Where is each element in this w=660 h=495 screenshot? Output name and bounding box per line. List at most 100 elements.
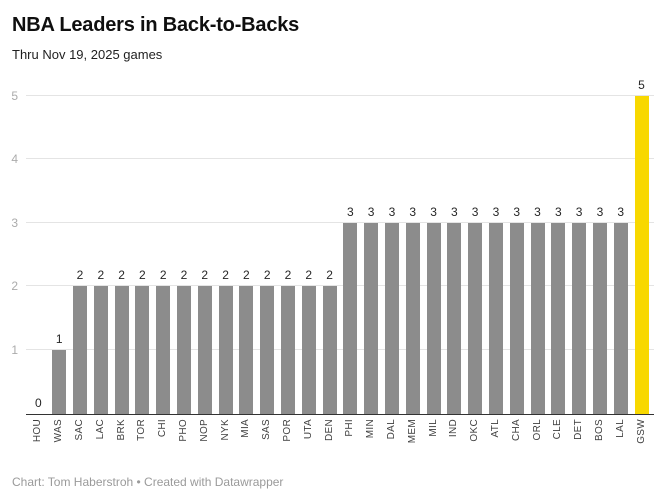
bar-column-min: 3	[361, 96, 382, 414]
bar-column-mia: 2	[236, 96, 257, 414]
bar-value-label: 2	[97, 268, 105, 283]
x-tick-lac: LAC	[90, 415, 111, 465]
x-tick-label: SAC	[73, 418, 85, 441]
bar-brk[interactable]	[114, 286, 129, 414]
bar-column-hou: 0	[28, 96, 49, 414]
x-tick-label: ORL	[531, 418, 543, 441]
bar-column-dal: 3	[382, 96, 403, 414]
x-tick-mia: MIA	[236, 415, 257, 465]
bar-phi[interactable]	[343, 222, 358, 414]
x-tick-mem: MEM	[402, 415, 423, 465]
bar-value-label: 3	[388, 204, 396, 219]
bar-column-por: 2	[278, 96, 299, 414]
bar-lac[interactable]	[93, 286, 108, 414]
bar-atl[interactable]	[488, 222, 503, 414]
bar-column-lal: 3	[610, 96, 631, 414]
x-tick-label: CHA	[510, 418, 522, 441]
bar-dal[interactable]	[384, 222, 399, 414]
bar-value-label: 2	[201, 268, 209, 283]
y-tick-label-3: 3	[11, 215, 18, 230]
bar-nyk[interactable]	[218, 286, 233, 414]
y-tick-label-1: 1	[11, 343, 18, 357]
x-tick-min: MIN	[361, 415, 382, 465]
x-tick-label: PHO	[177, 418, 189, 442]
bar-chi[interactable]	[156, 286, 171, 414]
bar-sas[interactable]	[260, 286, 275, 414]
x-tick-ind: IND	[444, 415, 465, 465]
bar-value-label: 3	[617, 204, 625, 219]
bar-value-label: 2	[284, 268, 292, 283]
x-tick-label: LAC	[94, 418, 106, 439]
bar-value-label: 3	[534, 204, 541, 219]
gridline-1	[26, 349, 654, 350]
x-tick-den: DEN	[319, 415, 340, 465]
x-tick-bos: BOS	[590, 415, 611, 465]
x-tick-mil: MIL	[423, 415, 444, 465]
bar-ind[interactable]	[447, 222, 462, 414]
x-tick-sac: SAC	[70, 415, 91, 465]
x-tick-atl: ATL	[486, 415, 507, 465]
bar-column-nyk: 2	[215, 96, 236, 414]
x-tick-label: TOR	[136, 418, 148, 441]
x-tick-label: ATL	[489, 418, 501, 438]
bar-column-ind: 3	[444, 96, 465, 414]
x-tick-cle: CLE	[548, 415, 569, 465]
gridline-5	[26, 94, 654, 96]
bar-value-label: 2	[118, 268, 125, 283]
bar-column-sac: 2	[70, 96, 91, 414]
bar-tor[interactable]	[135, 286, 150, 414]
chart-subtitle: Thru Nov 19, 2025 games	[12, 47, 163, 62]
x-tick-label: DAL	[385, 418, 397, 439]
bar-uta[interactable]	[301, 286, 316, 414]
x-tick-label: MIL	[427, 418, 439, 437]
x-tick-label: WAS	[53, 418, 65, 442]
y-tick-label-4: 4	[11, 152, 18, 167]
x-tick-lal: LAL	[610, 415, 631, 465]
bar-value-label: 5	[638, 77, 645, 92]
bar-column-lac: 2	[90, 96, 111, 414]
x-tick-label: LAL	[614, 418, 626, 438]
bar-gsw[interactable]	[634, 95, 649, 414]
x-tick-label: SAS	[261, 418, 273, 440]
bar-den[interactable]	[322, 286, 337, 414]
bar-column-chi: 2	[153, 96, 174, 414]
bar-mia[interactable]	[239, 286, 254, 414]
bar-nop[interactable]	[197, 286, 212, 414]
bar-lal[interactable]	[613, 222, 628, 414]
bar-pho[interactable]	[176, 286, 191, 414]
bar-column-atl: 3	[486, 96, 507, 414]
bar-mil[interactable]	[426, 222, 441, 414]
bar-was[interactable]	[52, 350, 67, 414]
bar-orl[interactable]	[530, 222, 545, 414]
bar-value-label: 3	[492, 204, 500, 219]
gridline-4	[26, 158, 654, 160]
x-tick-label: HOU	[32, 418, 44, 442]
x-tick-label: CHI	[157, 418, 169, 437]
y-tick-label-2: 2	[11, 279, 18, 294]
bar-value-label: 3	[596, 204, 604, 219]
x-tick-label: NYK	[219, 418, 231, 441]
bar-cle[interactable]	[551, 222, 566, 414]
bar-value-label: 3	[450, 204, 458, 219]
bar-mem[interactable]	[405, 222, 420, 414]
bar-det[interactable]	[572, 222, 587, 414]
x-tick-uta: UTA	[298, 415, 319, 465]
bar-cha[interactable]	[509, 222, 524, 414]
bar-okc[interactable]	[468, 222, 483, 414]
bar-bos[interactable]	[592, 222, 607, 414]
bar-value-label: 3	[409, 204, 417, 219]
bar-column-orl: 3	[527, 96, 548, 414]
bar-value-label: 3	[430, 204, 437, 219]
bar-value-label: 3	[347, 204, 354, 219]
chart-credit: Chart: Tom Haberstroh • Created with Dat…	[12, 474, 284, 489]
x-tick-por: POR	[278, 415, 299, 465]
bar-column-tor: 2	[132, 96, 153, 414]
x-tick-dal: DAL	[382, 415, 403, 465]
bar-min[interactable]	[364, 222, 379, 414]
bar-value-label: 2	[159, 268, 167, 283]
bar-por[interactable]	[280, 286, 295, 414]
bar-value-label: 2	[76, 268, 84, 283]
bar-sac[interactable]	[72, 286, 87, 414]
x-tick-label: IND	[448, 418, 460, 437]
